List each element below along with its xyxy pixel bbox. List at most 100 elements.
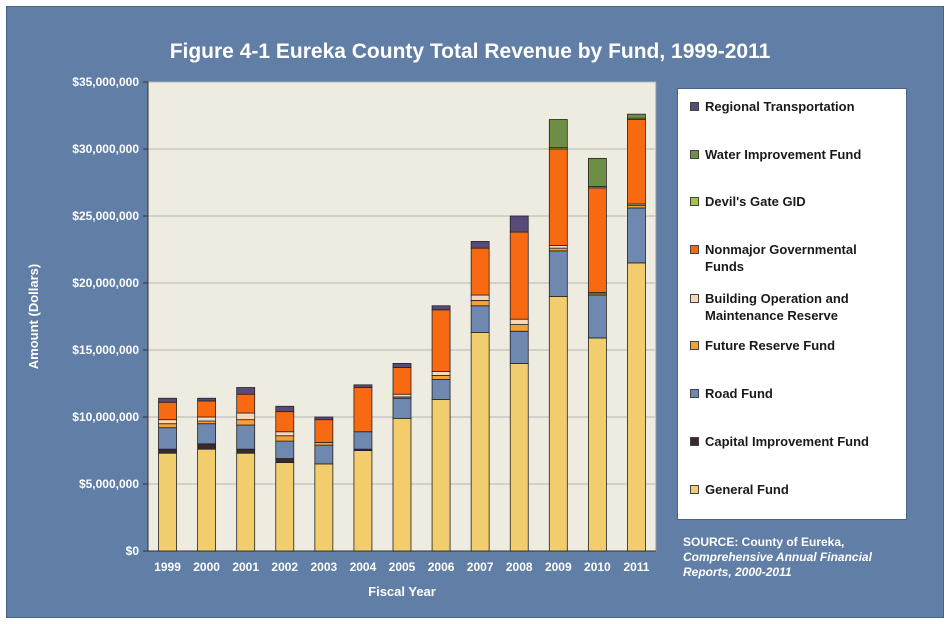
bar-segment	[158, 448, 177, 454]
bar-segment	[275, 411, 295, 433]
x-tick-label: 2006	[428, 560, 455, 574]
legend-label: Road Fund	[705, 385, 900, 402]
legend-label-line: Water Improvement Fund	[705, 147, 862, 162]
bar-segment	[236, 424, 256, 450]
bar-segment	[470, 241, 490, 249]
legend-label: Water Improvement Fund	[705, 146, 900, 163]
bar-segment	[392, 417, 412, 552]
bar-segment	[392, 367, 412, 395]
legend-label: General Fund	[705, 481, 900, 498]
bar-segment	[587, 337, 607, 552]
x-tick-label: 2008	[506, 560, 533, 574]
bar-segment	[197, 416, 217, 422]
bar-segment	[275, 405, 295, 413]
bar-segment	[197, 420, 217, 425]
x-tick-label: 2000	[193, 560, 220, 574]
bar-segment	[353, 387, 373, 433]
bar-segment	[431, 309, 451, 372]
bar-segment	[392, 362, 412, 368]
bar-segment	[353, 384, 373, 388]
bar-segment	[236, 393, 256, 414]
y-tick-label: $15,000,000	[72, 343, 139, 357]
x-tick-label: 2002	[271, 560, 298, 574]
bar-segment	[548, 148, 568, 246]
x-tick-label: 2010	[584, 560, 611, 574]
legend-swatch	[690, 245, 699, 254]
legend-label: Nonmajor Governmental Funds	[705, 241, 900, 275]
x-tick-label: 2009	[545, 560, 572, 574]
bar-segment	[627, 262, 646, 552]
bar-segment	[275, 435, 295, 442]
bar-segment	[431, 305, 451, 311]
source-note: SOURCE: County of Eureka, Comprehensive …	[683, 535, 913, 580]
y-tick-label: $10,000,000	[72, 410, 139, 424]
legend-label: Future Reserve Fund	[705, 337, 900, 354]
bar-segment	[197, 448, 217, 552]
bar-segment	[509, 215, 529, 233]
legend-label-line: Funds	[705, 259, 744, 274]
bar-segment	[314, 416, 334, 421]
bar-segment	[587, 294, 607, 339]
bar-segment	[392, 397, 412, 419]
x-tick-label: 2003	[310, 560, 337, 574]
y-tick-label: $0	[126, 544, 140, 558]
bar-segment	[392, 393, 412, 398]
legend-swatch	[690, 102, 699, 111]
bar-segment	[470, 332, 490, 552]
bar-segment	[509, 324, 529, 332]
bar-segment	[353, 431, 373, 450]
y-tick-label: $35,000,000	[72, 75, 139, 89]
bar-segment	[509, 330, 529, 364]
legend-label-line: Maintenance Reserve	[705, 308, 838, 323]
bar-segment	[627, 113, 646, 119]
bar-segment	[431, 399, 451, 552]
bar-segment	[236, 412, 256, 421]
legend-label-line: Future Reserve Fund	[705, 338, 836, 353]
bar-segment	[548, 247, 568, 252]
bar-segment	[236, 452, 256, 552]
legend-label: Capital Improvement Fund	[705, 433, 900, 450]
legend-label-line: Devil's Gate GID	[705, 194, 806, 209]
legend-swatch	[690, 485, 699, 494]
bar-segment	[353, 450, 373, 552]
legend-swatch	[690, 389, 699, 398]
x-tick-label: 2007	[467, 560, 494, 574]
legend-swatch	[690, 437, 699, 446]
bar-segment	[470, 294, 490, 301]
bar-segment	[627, 207, 646, 264]
chart-legend: Regional Transportation Water Improvement…	[677, 88, 907, 520]
source-line-2: Comprehensive Annual Financial	[683, 550, 872, 564]
legend-label-line: Nonmajor Governmental	[705, 242, 857, 257]
y-tick-label: $30,000,000	[72, 142, 139, 156]
bar-segment	[236, 387, 256, 395]
legend-label-line: General Fund	[705, 482, 789, 497]
y-tick-label: $25,000,000	[72, 209, 139, 223]
bar-segment	[275, 462, 295, 552]
legend-swatch	[690, 341, 699, 350]
y-tick-label: $20,000,000	[72, 276, 139, 290]
bar-segment	[587, 187, 607, 293]
bar-segment	[158, 397, 177, 403]
x-tick-label: 2004	[350, 560, 377, 574]
bar-segment	[158, 419, 177, 425]
x-tick-label: 2005	[389, 560, 416, 574]
bar-segment	[509, 318, 529, 325]
bar-segment	[548, 250, 568, 297]
bar-segment	[197, 400, 217, 418]
bar-segment	[548, 119, 568, 149]
bar-segment	[314, 419, 334, 443]
source-line-3: Reports, 2000-2011	[683, 565, 792, 579]
bar-segment	[236, 419, 256, 426]
bar-segment	[431, 371, 451, 376]
legend-label-line: Regional Transportation	[705, 99, 855, 114]
legend-label-line: Road Fund	[705, 386, 773, 401]
bar-segment	[509, 231, 529, 320]
bar-segment	[275, 458, 295, 463]
bar-segment	[627, 204, 646, 209]
bar-segment	[548, 245, 568, 249]
bar-segment	[197, 423, 217, 445]
bar-segment	[197, 397, 217, 402]
bar-segment	[158, 452, 177, 552]
legend-label: Building Operation and Maintenance Reserv…	[705, 290, 900, 324]
